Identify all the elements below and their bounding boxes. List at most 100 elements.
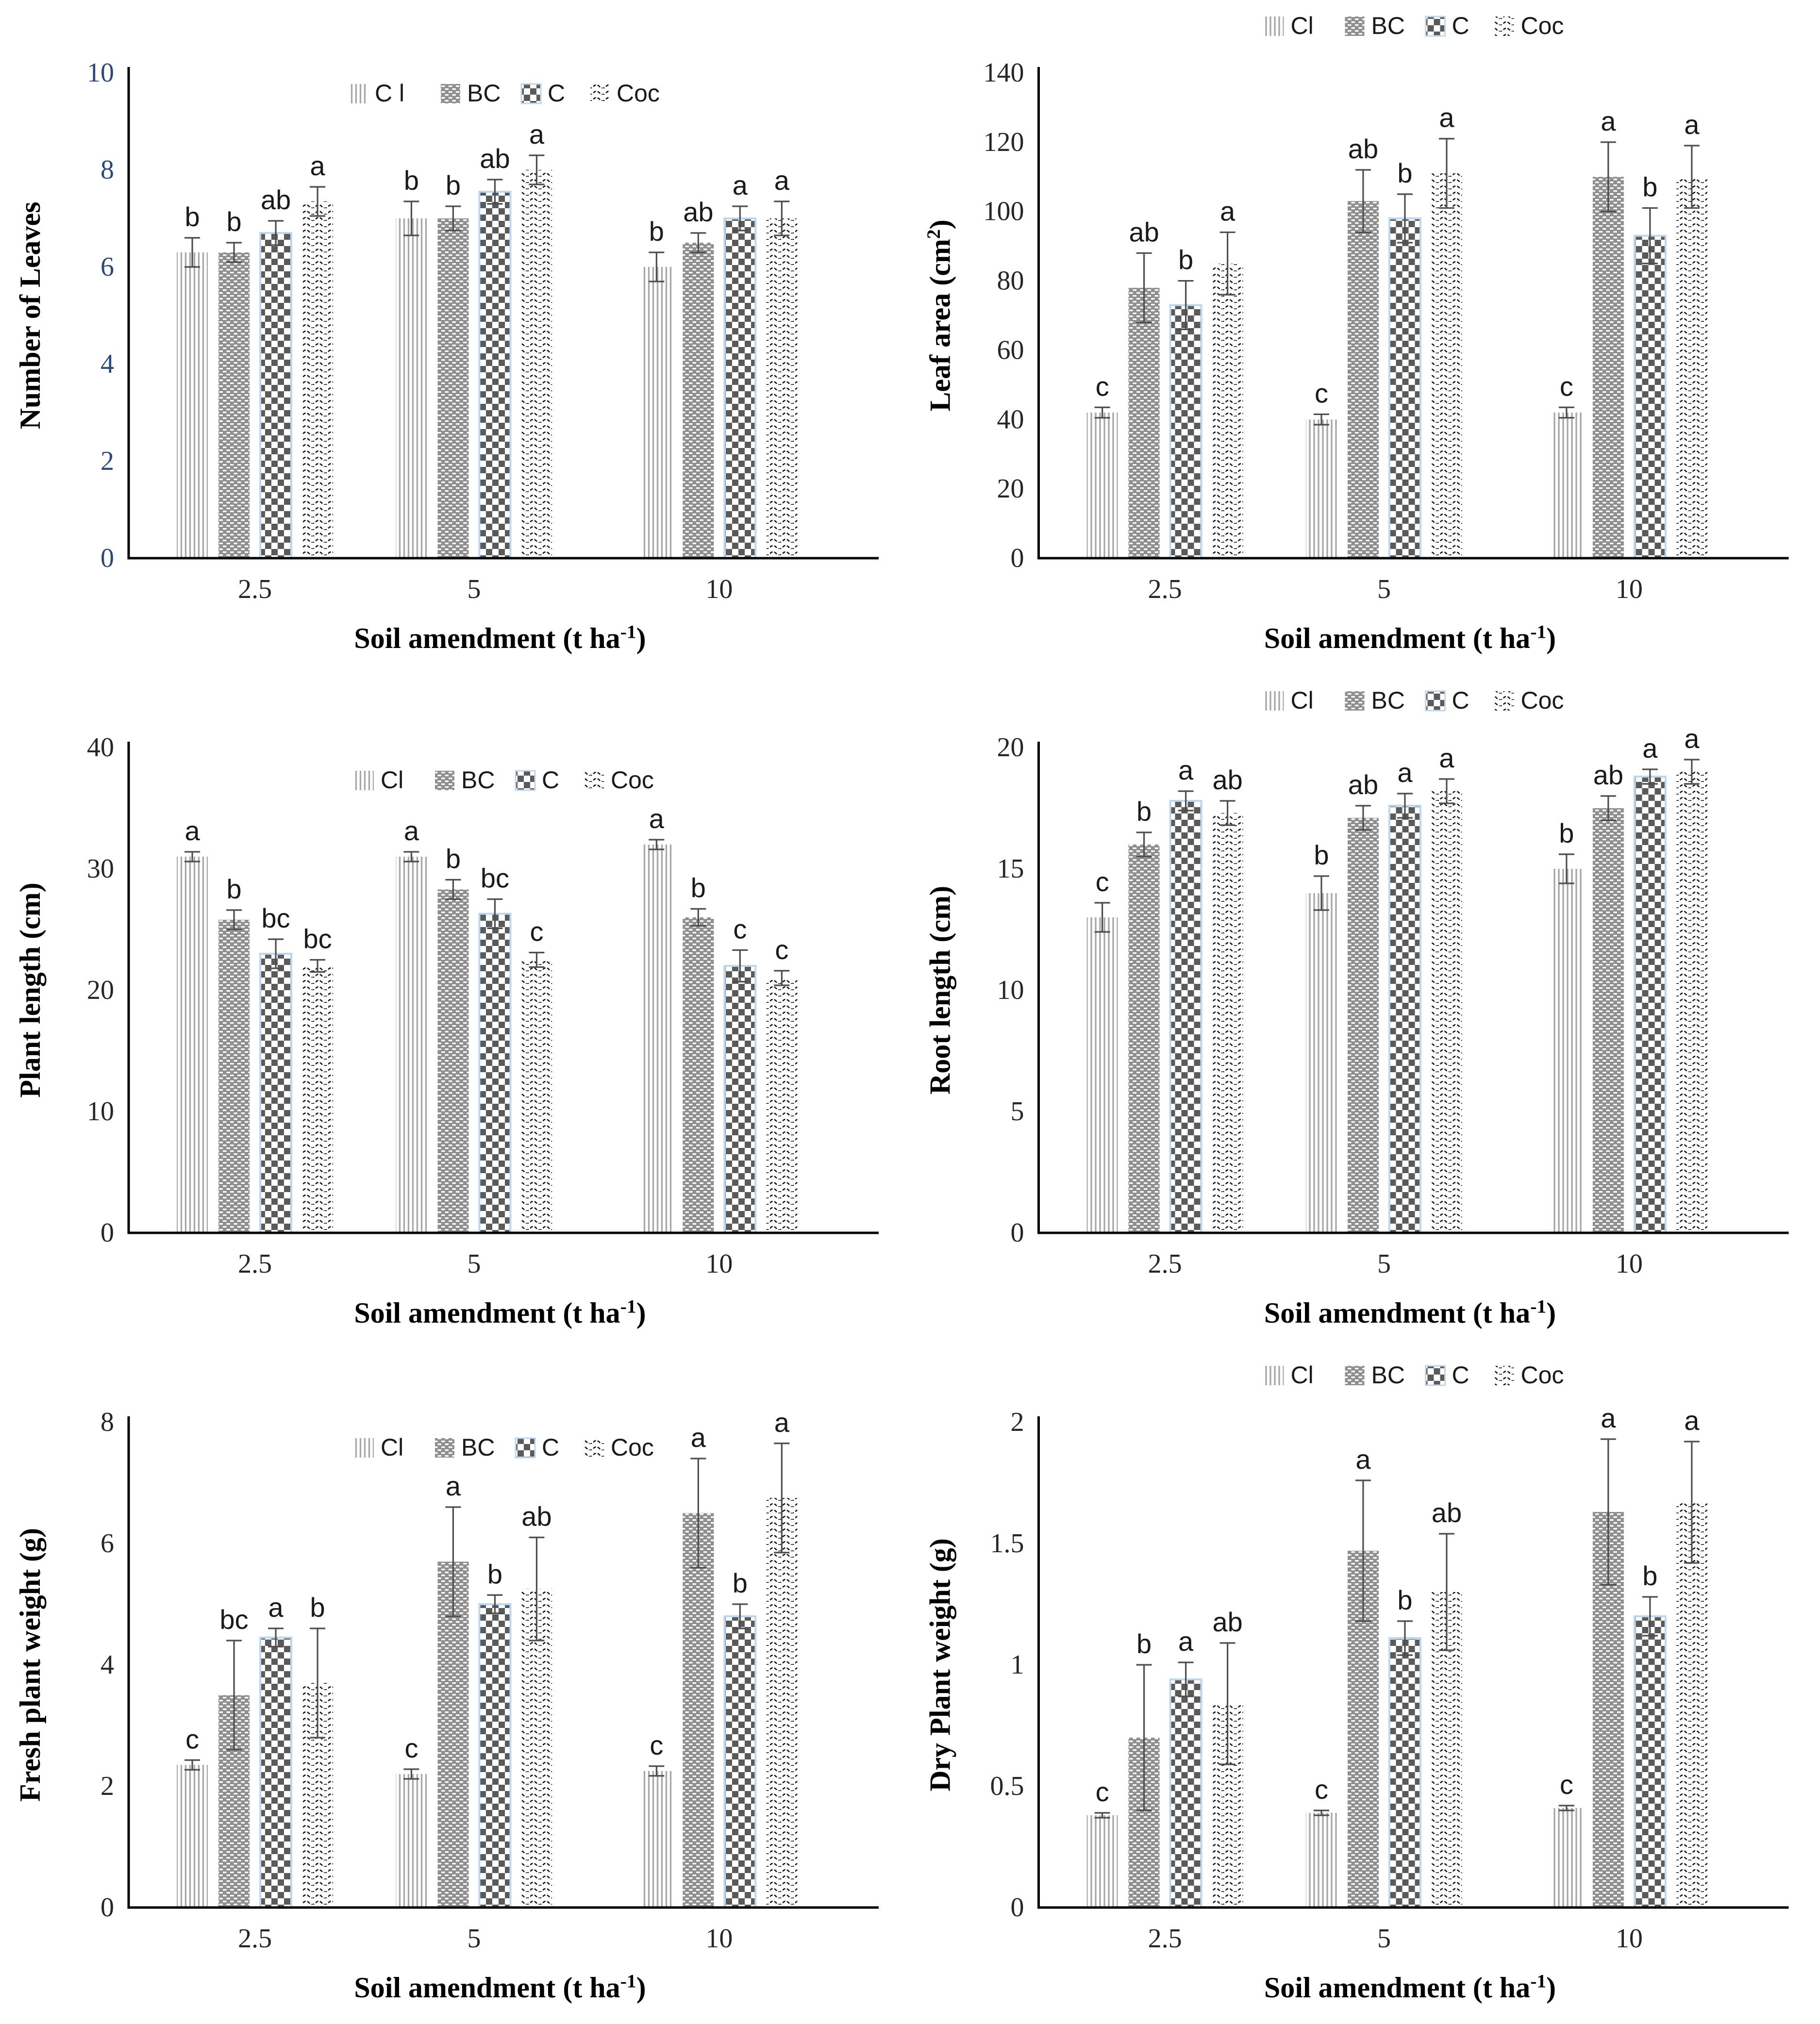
bar-BC-5 (1347, 201, 1379, 558)
y-tick-label: 0 (1011, 1218, 1024, 1248)
sig-letter: c (404, 1733, 418, 1763)
bar-Coc-2.5 (302, 201, 334, 558)
legend: Cl BC C Coc (354, 766, 654, 794)
legend-marker-Cl (1264, 17, 1284, 36)
error-bar (1684, 759, 1700, 785)
error-bar (1397, 1620, 1413, 1656)
bar-Cl-5 (1305, 893, 1337, 1233)
chart-panel-number-of-leaves: b b b b b ab ab ab a a a a 0 2 4 6 8 10 2.5 5 10 Number of Le… (0, 0, 910, 675)
legend-label: C (548, 80, 565, 107)
error-bar (1397, 793, 1413, 819)
legend-marker-Cl (349, 84, 368, 103)
bar-BC-5 (437, 1561, 469, 1908)
legend-label: Coc (611, 766, 654, 794)
y-axis-title: Root length (cm) (924, 886, 956, 1095)
legend-label: BC (1371, 687, 1405, 714)
legend-label: Coc (1521, 1361, 1564, 1389)
chart-panel-plant-length: a a a b b b bc bc c bc c c 0 10 20 30 40 2.5 5 10 Plant leng… (0, 675, 910, 1349)
y-tick-label: 20 (997, 732, 1024, 763)
error-bar (184, 1759, 200, 1771)
error-bar (1094, 1812, 1110, 1819)
sig-letter: c (530, 916, 543, 947)
sig-letter: a (1684, 723, 1700, 754)
error-bar (732, 949, 748, 983)
bar-Coc-10 (766, 978, 798, 1233)
legend-marker-C (515, 770, 536, 791)
sig-letter: c (1315, 378, 1328, 409)
error-bar (310, 959, 326, 973)
error-bar (649, 251, 665, 282)
error-bar (1178, 1661, 1194, 1697)
error-bar (1219, 800, 1236, 826)
legend-marker-Coc (584, 1438, 604, 1458)
error-bar (445, 879, 461, 900)
sig-letter: c (1315, 1774, 1328, 1805)
sig-letter: b (1642, 1560, 1657, 1591)
error-bar (1313, 1809, 1329, 1816)
bar-C-2.5 (259, 953, 293, 1234)
y-axis-title: Plant length (cm) (14, 882, 46, 1097)
error-bar (1642, 1596, 1658, 1637)
legend: Cl BC C Coc (1264, 687, 1564, 714)
sig-letter: b (1397, 158, 1412, 188)
bar-Coc-2.5 (1212, 263, 1243, 558)
y-tick-label: 0 (1011, 1892, 1024, 1923)
x-tick-label: 10 (705, 1249, 733, 1279)
y-tick-label: 10 (87, 1096, 114, 1127)
y-tick-label: 2 (100, 446, 114, 476)
error-bar (1094, 902, 1110, 933)
sig-letter: b (227, 206, 242, 237)
legend-label: Coc (1521, 687, 1564, 714)
sig-letter: b (649, 216, 664, 247)
error-bar (1355, 169, 1371, 233)
x-tick-label: 2.5 (238, 1924, 272, 1954)
bar-C-5 (1388, 805, 1421, 1234)
bar-BC-10 (683, 243, 714, 558)
y-tick-label: 10 (87, 58, 114, 88)
bar-C-5 (1388, 217, 1421, 559)
x-axis-title: Soil amendment (t ha-1) (1264, 1296, 1556, 1329)
error-bar (268, 220, 284, 246)
error-bar (1438, 138, 1454, 209)
sig-letter: c (1096, 371, 1109, 401)
bar-C-10 (1633, 776, 1667, 1234)
error-bar (1397, 193, 1413, 244)
chart-panel-fresh-plant-weight: c c c bc a a a b b b ab a 0 2 4 6 8 2.5 5 10 Fresh plant wei… (0, 1349, 910, 2024)
legend-label: C (1452, 1361, 1469, 1389)
legend-marker-Coc (1494, 691, 1514, 711)
error-bar (1313, 413, 1329, 426)
bar-C-5 (478, 191, 512, 559)
legend-label: BC (461, 1434, 495, 1461)
legend-marker-BC (435, 1438, 454, 1458)
y-tick-label: 2 (1011, 1407, 1024, 1437)
error-bar (184, 851, 200, 863)
error-bar (1558, 1805, 1574, 1811)
legend-marker-C (515, 1437, 536, 1459)
error-bar (1136, 252, 1152, 323)
bar-Cl-10 (1551, 413, 1582, 558)
series-Coc: bc cc (302, 916, 798, 1233)
bar-C-2.5 (259, 1636, 293, 1908)
x-tick-label: 5 (1377, 1249, 1391, 1279)
bar-Coc-5 (1431, 173, 1462, 559)
y-tick-label: 40 (997, 404, 1024, 434)
x-tick-label: 5 (467, 574, 481, 604)
error-bar (1438, 778, 1454, 804)
error-bar (1355, 1479, 1371, 1622)
error-bar (1355, 805, 1371, 831)
error-bar (487, 1594, 503, 1614)
sig-letter: ab (1593, 760, 1623, 790)
bar-Cl-10 (641, 267, 672, 558)
sig-letter: b (487, 1559, 502, 1589)
error-bar (268, 938, 284, 969)
x-tick-label: 2.5 (238, 1249, 272, 1279)
bar-BC-5 (437, 218, 469, 558)
